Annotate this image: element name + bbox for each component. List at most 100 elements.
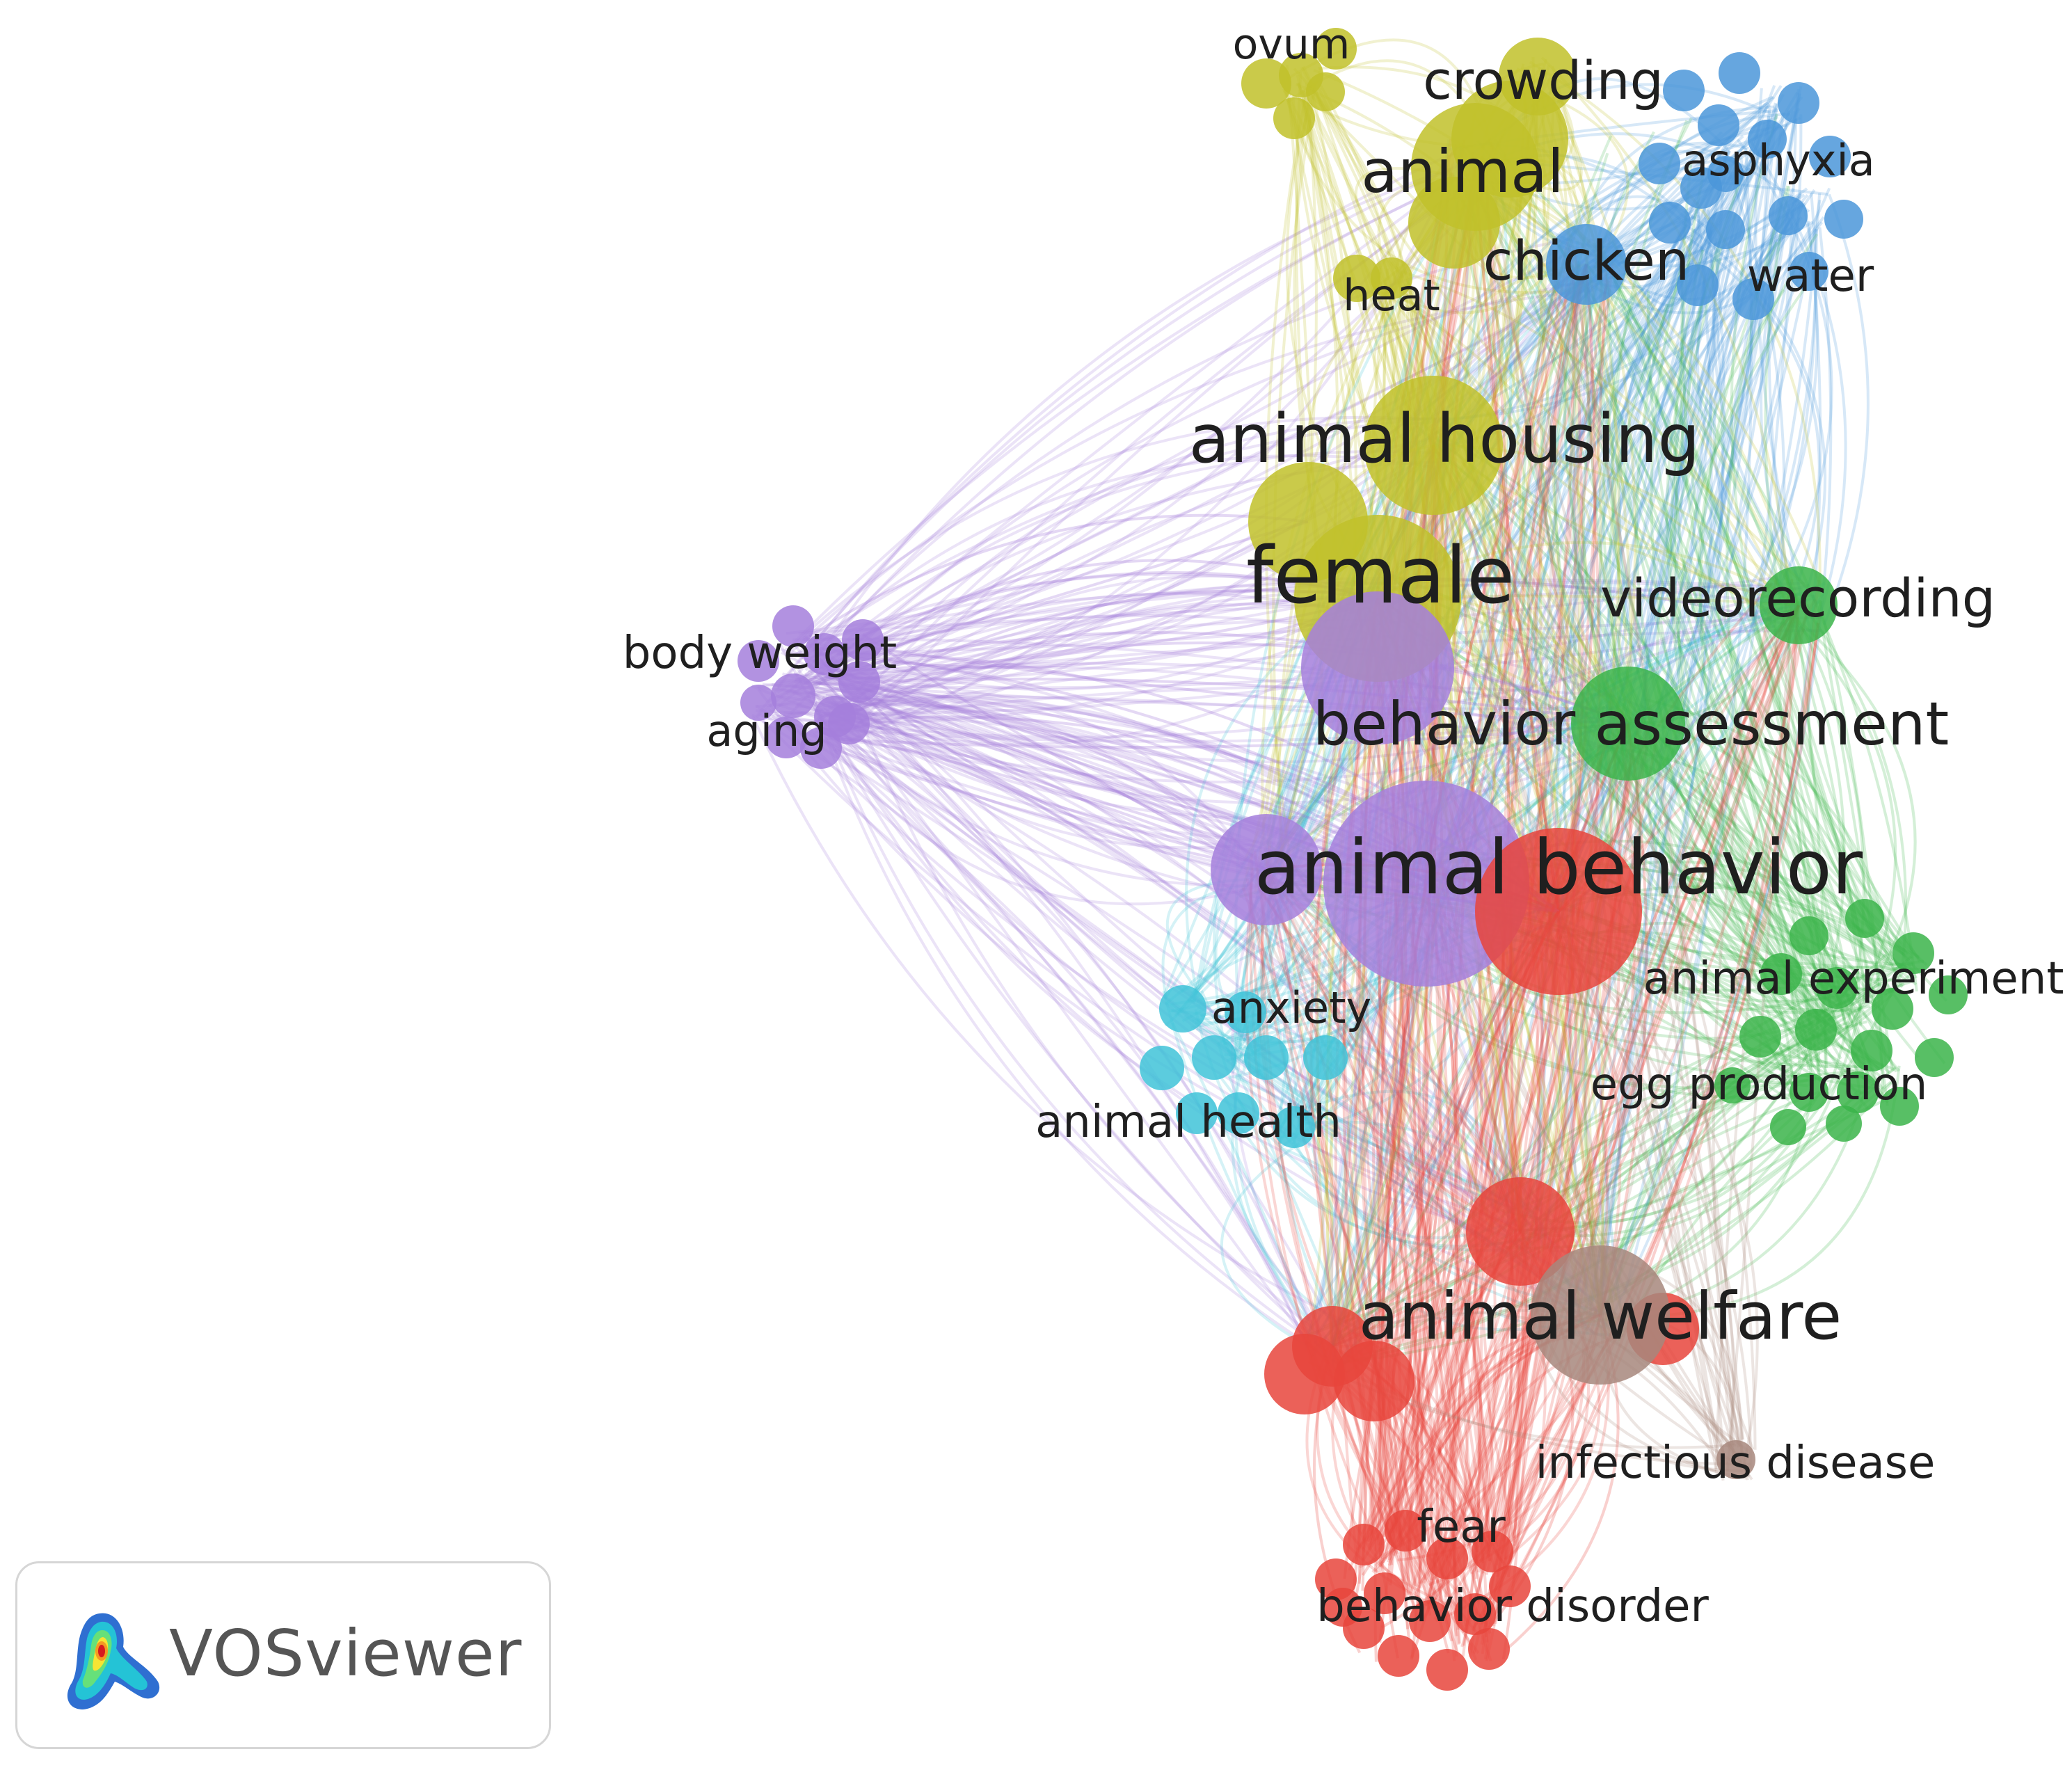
cyan-node[interactable] xyxy=(1303,1035,1348,1080)
label-animal-housing[interactable]: animal housing xyxy=(1189,400,1700,478)
yellow-node[interactable] xyxy=(1306,72,1345,111)
blue-node[interactable] xyxy=(1698,104,1739,146)
label-water[interactable]: water xyxy=(1747,250,1874,302)
cyan-node[interactable] xyxy=(1273,1106,1315,1148)
yellow-node[interactable] xyxy=(1371,257,1412,299)
blue-node[interactable] xyxy=(1809,136,1851,177)
green-node[interactable] xyxy=(1915,1038,1954,1077)
green-node[interactable] xyxy=(1795,1009,1837,1051)
red-node[interactable] xyxy=(1264,1334,1345,1414)
green-node[interactable] xyxy=(1790,916,1828,955)
label-heat[interactable]: heat xyxy=(1343,270,1440,321)
purple-node[interactable] xyxy=(765,717,807,758)
yellow-node[interactable] xyxy=(1273,97,1315,139)
label-animal-welfare[interactable]: animal welfare xyxy=(1359,1279,1842,1355)
red-node[interactable] xyxy=(1454,1593,1496,1635)
label-female[interactable]: female xyxy=(1246,531,1515,621)
red-node[interactable] xyxy=(1334,1341,1414,1421)
red-node[interactable] xyxy=(1385,1510,1426,1552)
red-node[interactable] xyxy=(1489,1565,1531,1607)
green-node[interactable] xyxy=(1837,1071,1879,1113)
red-node[interactable] xyxy=(1323,1588,1362,1627)
purple-node[interactable] xyxy=(1301,591,1454,744)
green-node[interactable] xyxy=(1826,1106,1862,1142)
label-videorecording[interactable]: videorecording xyxy=(1600,567,1995,629)
green-node[interactable] xyxy=(1880,1087,1919,1126)
red-node[interactable] xyxy=(1343,1524,1385,1565)
label-animal-health[interactable]: animal health xyxy=(1035,1097,1341,1148)
label-behavior-disorder[interactable]: behavior disorder xyxy=(1316,1581,1709,1632)
cyan-node[interactable] xyxy=(1218,1092,1259,1134)
yellow-node[interactable] xyxy=(1241,58,1291,109)
blue-node[interactable] xyxy=(1707,156,1744,192)
brown-node[interactable] xyxy=(1531,1245,1670,1385)
green-node[interactable] xyxy=(1872,988,1913,1030)
blue-node[interactable] xyxy=(1719,52,1760,94)
yellow-node[interactable] xyxy=(1315,28,1357,70)
red-node[interactable] xyxy=(1475,828,1642,995)
cyan-node[interactable] xyxy=(1244,1035,1289,1080)
purple-node[interactable] xyxy=(804,633,845,675)
label-animal-experiment[interactable]: animal experiment xyxy=(1643,953,2064,1005)
purple-node[interactable] xyxy=(842,619,884,661)
purple-node[interactable] xyxy=(800,727,842,769)
green-node[interactable] xyxy=(1790,1073,1828,1112)
red-node[interactable] xyxy=(1426,1538,1468,1579)
label-aging[interactable]: aging xyxy=(706,705,827,756)
label-behavior-assessment[interactable]: behavior assessment xyxy=(1313,689,1950,759)
blue-node[interactable] xyxy=(1748,120,1787,159)
red-node[interactable] xyxy=(1426,1649,1468,1691)
purple-node[interactable] xyxy=(828,703,870,744)
red-node[interactable] xyxy=(1468,1628,1510,1670)
yellow-node[interactable] xyxy=(1364,376,1503,515)
blue-node[interactable] xyxy=(1649,202,1691,244)
blue-node[interactable] xyxy=(1790,252,1828,291)
green-node[interactable] xyxy=(1929,975,1968,1014)
blue-node[interactable] xyxy=(1677,264,1719,306)
label-egg-production[interactable]: egg production xyxy=(1591,1059,1928,1110)
brown-node[interactable] xyxy=(1716,1440,1755,1479)
cyan-node[interactable] xyxy=(1176,1092,1218,1134)
label-chicken[interactable]: chicken xyxy=(1483,230,1690,293)
green-node[interactable] xyxy=(1851,1030,1892,1071)
label-crowding[interactable]: crowding xyxy=(1423,49,1664,111)
purple-node[interactable] xyxy=(740,685,776,721)
purple-node[interactable] xyxy=(771,673,815,718)
blue-node[interactable] xyxy=(1639,143,1680,184)
label-asphyxia[interactable]: asphyxia xyxy=(1682,135,1875,186)
label-ovum[interactable]: ovum xyxy=(1233,20,1350,69)
cyan-node[interactable] xyxy=(1140,1046,1184,1090)
green-node[interactable] xyxy=(1739,1016,1781,1058)
blue-node[interactable] xyxy=(1706,210,1745,249)
green-node[interactable] xyxy=(1571,667,1685,781)
red-node[interactable] xyxy=(1466,1177,1575,1286)
green-node[interactable] xyxy=(1760,953,1802,995)
red-node[interactable] xyxy=(1364,1572,1405,1614)
blue-node[interactable] xyxy=(1546,224,1627,305)
blue-node[interactable] xyxy=(1732,278,1774,320)
label-animal[interactable]: animal xyxy=(1361,137,1563,207)
purple-node[interactable] xyxy=(772,605,814,647)
label-body-weight[interactable]: body weight xyxy=(623,628,897,679)
blue-node[interactable] xyxy=(1778,82,1819,124)
cyan-node[interactable] xyxy=(1192,1035,1236,1080)
green-node[interactable] xyxy=(1892,932,1934,974)
cyan-node[interactable] xyxy=(1159,985,1206,1032)
label-fear[interactable]: fear xyxy=(1417,1501,1506,1553)
blue-node[interactable] xyxy=(1769,196,1808,235)
purple-node[interactable] xyxy=(738,640,779,682)
label-animal-behavior[interactable]: animal behavior xyxy=(1254,824,1863,911)
green-node[interactable] xyxy=(1816,967,1858,1009)
blue-node[interactable] xyxy=(1663,70,1705,111)
label-anxiety[interactable]: anxiety xyxy=(1211,982,1371,1033)
green-node[interactable] xyxy=(1845,899,1884,938)
green-node[interactable] xyxy=(1714,1067,1751,1103)
red-node[interactable] xyxy=(1378,1635,1419,1677)
green-node[interactable] xyxy=(1770,1109,1806,1145)
cyan-node[interactable] xyxy=(1225,991,1266,1033)
label-infectious-disease[interactable]: infectious disease xyxy=(1536,1437,1936,1489)
red-node[interactable] xyxy=(1472,1531,1513,1572)
green-node[interactable] xyxy=(1760,566,1838,644)
purple-node[interactable] xyxy=(838,661,880,703)
red-node[interactable] xyxy=(1409,1600,1451,1642)
